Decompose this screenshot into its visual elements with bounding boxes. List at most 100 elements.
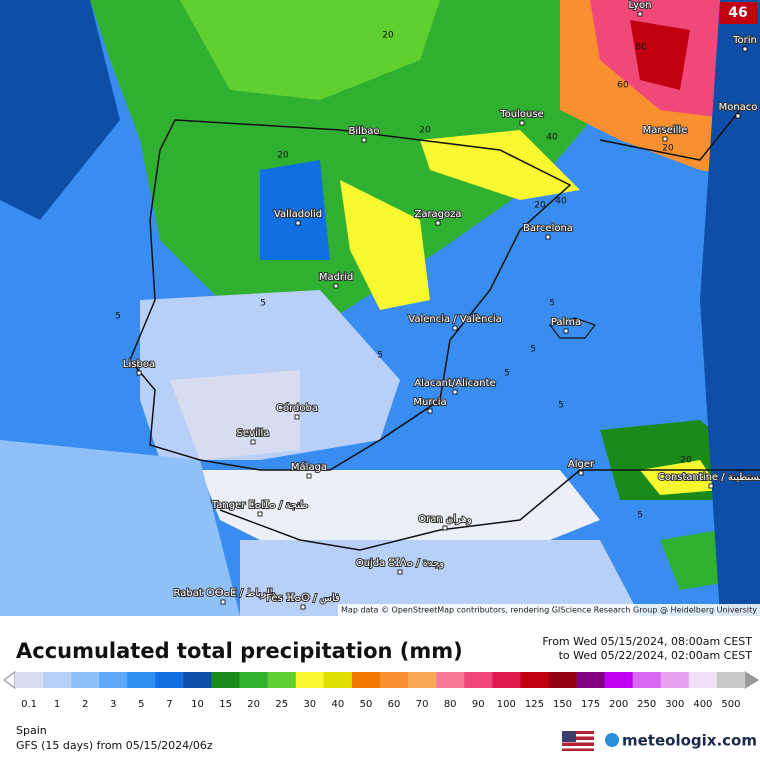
contour-label: 40 (555, 197, 567, 207)
legend-swatch (239, 672, 268, 688)
city-dot (220, 599, 226, 605)
legend-tick-label: 25 (275, 699, 288, 710)
city-dot (306, 473, 312, 479)
legend-swatch (520, 672, 549, 688)
badge-box (720, 2, 758, 24)
region: Spain (16, 724, 47, 737)
city-label: Torin (732, 35, 757, 46)
city-label: Alacant/Alicante (414, 378, 495, 389)
legend-tick-label: 125 (525, 699, 544, 710)
contour-label: 60 (617, 81, 629, 91)
city-label: Murcia (413, 397, 446, 408)
legend-tick-label: 15 (219, 699, 232, 710)
precip-area (0, 440, 240, 616)
map: 46 Map data © OpenStreetMap contributors… (0, 0, 760, 616)
legend-tick-label: 3 (110, 699, 116, 710)
contour-label: 5 (637, 511, 643, 521)
legend-swatch (632, 672, 662, 688)
contour-label: 20 (680, 456, 692, 466)
legend-tick-label: 80 (444, 699, 457, 710)
city-dot (735, 113, 741, 119)
city-dot (452, 389, 458, 395)
city-label: Sevilla (237, 428, 270, 439)
city-label: Rabat ⵔⴱⴰⵟ / الرباط (173, 588, 272, 599)
city-dot (333, 283, 339, 289)
city-dot (250, 439, 256, 445)
precip-area (240, 540, 640, 616)
city-label: Zaragoza (414, 209, 461, 220)
city-dot (397, 569, 403, 575)
precip-area (700, 0, 760, 616)
contour-label: 20 (534, 201, 546, 211)
legend-swatch (660, 672, 690, 688)
legend-swatch (211, 672, 240, 688)
legend-tick-label: 400 (693, 699, 712, 710)
city-dot (662, 136, 668, 142)
legend-tick-label: 30 (303, 699, 316, 710)
city-label: Lisboa (123, 359, 155, 370)
legend-arrow-left (3, 671, 16, 689)
badge: 46 (728, 5, 747, 21)
city-label: Oujda ⵓⵊⴷⴰ / وجدة (356, 558, 445, 569)
city-dot (742, 46, 748, 52)
precip-area (180, 0, 440, 100)
city-label: Fès ⴼⴰⵙ / فاس (266, 592, 340, 604)
legend-swatch (99, 672, 128, 688)
legend-tick-label: 20 (247, 699, 260, 710)
legend-tick-label: 500 (721, 699, 740, 710)
city-dot (257, 511, 263, 517)
city-dot (442, 525, 448, 531)
legend-swatch (183, 672, 212, 688)
city-label: Madrid (319, 272, 353, 283)
period-from: From Wed 05/15/2024, 08:00am CEST (542, 635, 752, 648)
contour-label: 20 (382, 31, 394, 41)
legend-swatch (576, 672, 605, 688)
legend-tick-label: 250 (637, 699, 656, 710)
legend-tick-label: 5 (138, 699, 144, 710)
brand: meteologix.com (622, 732, 757, 750)
coastline (129, 119, 572, 471)
legend-swatch (688, 672, 718, 688)
model-run: GFS (15 days) from 05/15/2024/06z (16, 739, 213, 752)
legend-swatch (323, 672, 353, 688)
precip-area (420, 130, 580, 200)
attribution: Map data © OpenStreetMap contributors, r… (341, 606, 757, 615)
contour-label: 5 (530, 345, 536, 355)
legend-swatch (43, 672, 72, 688)
contour-label: 5 (115, 312, 121, 322)
city-dot (435, 220, 441, 226)
city-dot (294, 414, 300, 420)
city-dot (545, 234, 551, 240)
legend-tick-label: 1 (54, 699, 60, 710)
legend-tick-label: 0.1 (21, 699, 37, 710)
city-dot (519, 120, 525, 126)
legend-tick-label: 90 (472, 699, 485, 710)
precip-area (640, 460, 720, 495)
legend-tick-label: 175 (581, 699, 600, 710)
contour-label: 80 (635, 43, 647, 53)
city-label: Bilbao (348, 126, 379, 137)
city-dot (427, 408, 433, 414)
city-dot (452, 325, 458, 331)
legend-swatch (127, 672, 156, 688)
coastline (219, 469, 760, 551)
precip-area (170, 370, 300, 460)
legend-tick-label: 100 (497, 699, 516, 710)
legend-tick-label: 50 (360, 699, 373, 710)
city-label: Barcelona (523, 223, 573, 234)
city-dot (295, 220, 301, 226)
precip-area (260, 160, 330, 260)
legend-swatch (436, 672, 465, 688)
city-label: Constantine / قسنطينة (658, 472, 760, 483)
legend-tick-label: 300 (665, 699, 684, 710)
legend-swatch (267, 672, 297, 688)
coastline (599, 109, 741, 161)
city-label: Tanger ⵟⴰⵏⵊⴰ / طنجة (211, 500, 308, 511)
title: Accumulated total precipitation (mm) (16, 639, 463, 663)
legend-swatch (716, 672, 746, 688)
legend-swatch (155, 672, 184, 688)
city-label: Toulouse (499, 109, 543, 120)
city-label: Lyon (628, 0, 651, 11)
legend-tick-label: 40 (332, 699, 345, 710)
